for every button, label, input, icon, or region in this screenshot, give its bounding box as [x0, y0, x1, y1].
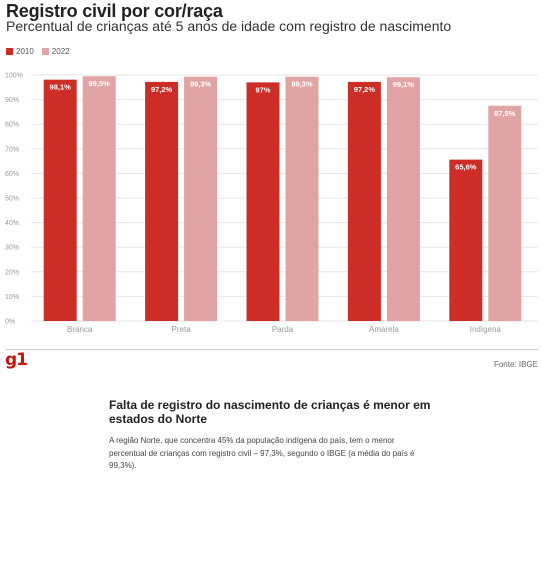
legend-swatch-2010	[6, 48, 13, 55]
data-label: 99,3%	[190, 80, 212, 89]
y-tick-label: 100%	[5, 73, 23, 80]
y-tick-label: 30%	[5, 245, 19, 252]
chart-subtitle: Percentual de crianças até 5 anos de ida…	[6, 18, 452, 34]
category-label: Preta	[172, 325, 192, 334]
y-tick-label: 10%	[5, 294, 19, 301]
chart-legend: 2010 2022	[6, 47, 70, 56]
y-tick-label: 50%	[5, 196, 19, 203]
y-tick-label: 40%	[5, 220, 19, 227]
data-label: 99,3%	[291, 80, 313, 89]
y-tick-label: 0%	[5, 319, 15, 326]
data-label: 87,5%	[494, 109, 516, 118]
data-label: 99,1%	[393, 80, 415, 89]
category-label: Parda	[272, 325, 294, 334]
g1-logo: g1	[5, 350, 28, 370]
bar-2010-branca	[43, 79, 77, 321]
bar-2022-parda	[285, 76, 319, 321]
bar-2022-branca	[82, 76, 116, 321]
y-tick-label: 90%	[5, 97, 19, 104]
category-label: Amarela	[369, 325, 399, 334]
legend-item-2022: 2022	[41, 47, 70, 56]
data-label: 99,5%	[89, 79, 111, 88]
bar-2010-parda	[246, 82, 280, 321]
bar-2010-amarela	[347, 81, 381, 321]
data-label: 98,1%	[50, 83, 72, 92]
y-tick-label: 70%	[5, 146, 19, 153]
legend-item-2010: 2010	[6, 47, 34, 56]
data-label: 97,2%	[151, 85, 173, 94]
bar-2010-indígena	[449, 159, 483, 321]
y-tick-label: 60%	[5, 171, 19, 178]
article-body: A região Norte, que concentra 45% da pop…	[109, 436, 415, 470]
bar-2022-indígena	[488, 105, 522, 321]
chart-title: Registro civil por cor/raça	[6, 1, 223, 21]
data-label: 97%	[255, 85, 270, 94]
bar-2022-preta	[184, 76, 218, 321]
data-label: 65,6%	[455, 163, 477, 172]
bar-2010-preta	[145, 81, 179, 321]
category-label: Branca	[67, 325, 93, 334]
y-tick-label: 20%	[5, 269, 19, 276]
bar-chart: 0% 10% 20% 30% 40% 50% 60% 70% 80% 90% 100% 98,1% 99…	[5, 73, 538, 334]
category-label: Indígena	[470, 325, 502, 334]
legend-swatch-2022	[41, 48, 49, 55]
source-note: Fonte: IBGE	[493, 360, 538, 369]
data-label: 97,2%	[354, 85, 376, 94]
footer-divider	[6, 349, 538, 350]
y-tick-label: 80%	[5, 122, 19, 129]
legend-label-2022: 2022	[51, 47, 70, 56]
bar-2022-amarela	[386, 77, 420, 322]
article-heading: Falta de registro do nascimento de crian…	[109, 398, 431, 426]
legend-label-2010: 2010	[16, 47, 34, 56]
